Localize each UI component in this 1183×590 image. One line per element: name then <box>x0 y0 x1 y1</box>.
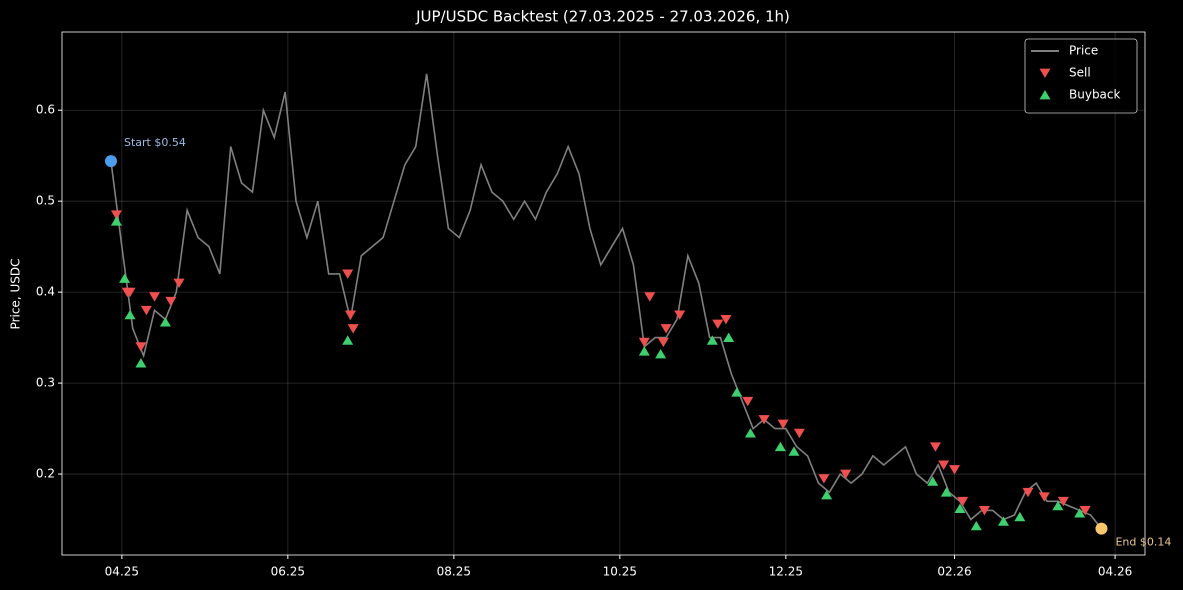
x-tick-label: 10.25 <box>603 565 637 579</box>
y-tick-label: 0.2 <box>36 467 55 481</box>
sell-marker <box>818 474 830 484</box>
sell-marker <box>674 310 686 320</box>
sell-marker <box>149 292 161 302</box>
sell-marker <box>124 287 136 298</box>
sell-marker <box>949 465 961 475</box>
buyback-marker <box>124 309 136 320</box>
chart-title: JUP/USDC Backtest (27.03.2025 - 27.03.20… <box>415 8 790 26</box>
sell-marker <box>1057 496 1069 507</box>
buyback-marker <box>927 476 939 486</box>
sell-marker <box>660 324 672 334</box>
legend-box <box>1024 38 1138 114</box>
buyback-marker <box>1014 511 1026 522</box>
sell-marker <box>742 396 754 407</box>
annotation-label: Start $0.54 <box>124 136 186 149</box>
legend-label: Price <box>1069 44 1098 58</box>
sell-marker <box>758 415 770 425</box>
sell-marker <box>929 442 941 452</box>
sell-marker <box>344 310 356 320</box>
buyback-marker <box>342 335 354 345</box>
legend-swatch <box>1039 68 1051 78</box>
buyback-marker <box>119 273 131 283</box>
sell-marker <box>347 324 359 334</box>
x-tick-label: 04.25 <box>105 565 139 579</box>
buyback-marker <box>159 317 171 327</box>
buyback-marker <box>135 358 147 368</box>
sell-marker <box>657 337 669 348</box>
buyback-marker <box>731 387 743 397</box>
buyback-marker <box>774 441 786 452</box>
legend-label: Buyback <box>1069 88 1121 102</box>
legend: Price Sell Buyback <box>1024 38 1138 114</box>
buyback-marker <box>998 516 1010 526</box>
y-tick-label: 0.4 <box>36 285 55 299</box>
x-tick-label: 04.26 <box>1098 565 1132 579</box>
buyback-marker <box>655 349 667 359</box>
price-line <box>110 73 1103 530</box>
sell-marker <box>1038 492 1050 502</box>
sell-marker <box>1022 487 1034 498</box>
sell-marker <box>793 428 805 439</box>
sell-marker <box>342 269 354 279</box>
grid <box>62 32 1145 555</box>
sell-marker <box>110 210 122 220</box>
legend-swatch <box>1039 90 1051 100</box>
x-tick-label: 08.25 <box>437 565 471 579</box>
sell-marker <box>720 315 732 325</box>
buyback-marker <box>744 428 756 438</box>
annotation-point <box>104 155 117 168</box>
buyback-marker <box>954 503 966 514</box>
axes-frame <box>61 31 1146 556</box>
sell-marker <box>638 337 650 348</box>
sell-marker <box>135 342 147 352</box>
plot-area <box>104 73 1108 535</box>
buyback-marker <box>706 335 718 345</box>
sell-marker <box>978 506 990 516</box>
sell-marker <box>165 296 177 307</box>
buyback-marker <box>1074 508 1086 518</box>
sell-marker <box>644 292 656 302</box>
buyback-marker <box>940 487 952 497</box>
sell-marker <box>712 319 724 329</box>
sell-marker <box>1079 506 1091 516</box>
buyback-marker <box>788 446 800 456</box>
buyback-marker <box>723 332 735 343</box>
sell-marker <box>140 305 152 316</box>
x-tick-label: 12.25 <box>769 565 803 579</box>
buyback-marker <box>110 216 122 226</box>
sell-marker <box>840 469 852 479</box>
buyback-marker <box>821 490 833 500</box>
buyback-marker <box>1052 500 1064 511</box>
sell-marker <box>777 419 789 429</box>
y-tick-label: 0.3 <box>36 376 55 390</box>
sell-marker <box>957 496 969 507</box>
y-tick-label: 0.5 <box>36 194 55 208</box>
y-tick-label: 0.6 <box>36 103 55 117</box>
sell-marker <box>173 278 185 288</box>
x-tick-label: 02.26 <box>937 565 971 579</box>
buyback-marker <box>970 520 982 531</box>
x-tick-label: 06.25 <box>271 565 305 579</box>
buyback-marker <box>638 346 650 356</box>
y-axis-label: Price, USDC <box>9 259 23 330</box>
annotation-point <box>1095 522 1108 535</box>
sell-marker <box>938 460 950 470</box>
legend-label: Sell <box>1069 66 1091 80</box>
annotation-label: End $0.14 <box>1115 536 1171 549</box>
